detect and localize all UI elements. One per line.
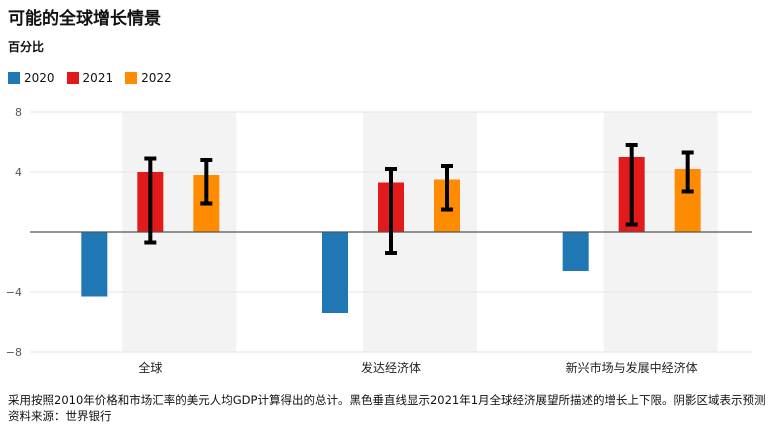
- error-bar-2021-2: [625, 143, 638, 227]
- footnote-block: 采用按照2010年价格和市场汇率的美元人均GDP计算得出的总计。黑色垂直线显示2…: [8, 392, 774, 424]
- legend-item-2022: 2022: [125, 71, 172, 85]
- y-tick-label-0: 8: [15, 106, 22, 119]
- y-tick-label-3: −8: [6, 346, 22, 359]
- error-bar-2021-0: [144, 156, 157, 245]
- legend-item-2021: 2021: [66, 71, 114, 85]
- legend: 2020 2021 2022: [8, 71, 172, 85]
- x-category-label-1: 发达经济体: [361, 360, 421, 375]
- y-tick-label-2: −4: [6, 286, 22, 299]
- footnote-text: 采用按照2010年价格和市场汇率的美元人均GDP计算得出的总计。黑色垂直线显示2…: [8, 393, 766, 407]
- legend-swatch-2022: [125, 72, 138, 84]
- legend-label-2022: 2022: [141, 71, 172, 85]
- chart-title: 可能的全球增长情景: [8, 9, 161, 29]
- y-tick-label-1: 4: [15, 166, 22, 179]
- bar-2020-1: [322, 232, 348, 313]
- error-bar-2022-2: [681, 150, 694, 194]
- error-bar-2022-0: [200, 158, 213, 206]
- error-bar-2022-1: [441, 164, 453, 212]
- legend-item-2020: 2020: [8, 71, 55, 85]
- bar-2020-2: [562, 232, 589, 271]
- source-text: 资料来源：世界银行: [8, 409, 112, 423]
- bar-2020-0: [81, 232, 108, 297]
- chart-subtitle: 百分比: [8, 40, 45, 54]
- x-category-label-0: 全球: [138, 360, 162, 375]
- x-category-label-2: 新兴市场与发展中经济体: [566, 360, 698, 375]
- legend-label-2021: 2021: [82, 71, 114, 85]
- error-bar-2021-1: [385, 167, 397, 255]
- legend-label-2020: 2020: [24, 71, 55, 85]
- legend-swatch-2021: [66, 72, 79, 84]
- legend-swatch-2020: [8, 72, 20, 84]
